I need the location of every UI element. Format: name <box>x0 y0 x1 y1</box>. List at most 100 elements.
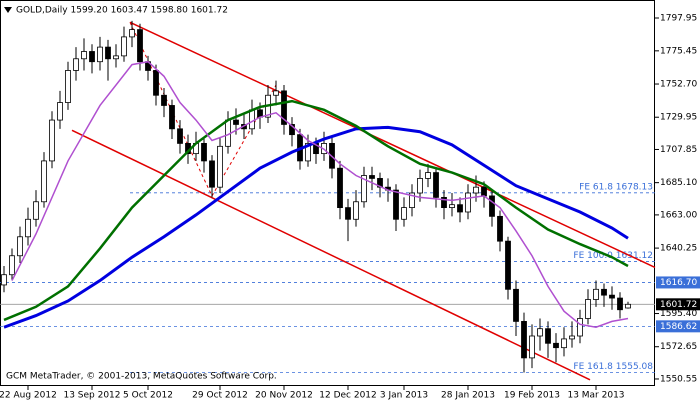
candle-body <box>425 172 431 179</box>
x-tick-label: 28 Jan 2013 <box>441 391 495 401</box>
x-tick-label: 19 Feb 2013 <box>504 391 560 401</box>
candle-body <box>177 128 183 144</box>
candle-body <box>289 124 295 136</box>
candle-body <box>201 143 207 162</box>
y-tick-label: 1663.00 <box>660 210 697 220</box>
price-mark-box <box>656 276 700 289</box>
price-mark-label: 1586.62 <box>660 322 697 332</box>
candle-body <box>505 240 511 290</box>
candle-body <box>457 204 463 213</box>
candle-body <box>169 105 175 130</box>
y-tick-label: 1640.25 <box>660 244 697 254</box>
candle-body <box>137 29 143 63</box>
candle-body <box>369 175 375 179</box>
candle-body <box>41 160 47 203</box>
candle-body <box>449 204 455 209</box>
y-tick-label: 1550.55 <box>660 374 697 384</box>
candle-body <box>121 36 127 57</box>
y-tick-label: 1729.95 <box>660 113 697 123</box>
candle-body <box>153 70 159 96</box>
x-tick-label: 3 Jan 2013 <box>380 391 428 401</box>
channel-line <box>71 129 591 381</box>
candle-body <box>345 207 351 220</box>
candle-body <box>409 192 415 209</box>
moving-average <box>11 60 629 329</box>
moving-average <box>3 125 629 329</box>
price-mark-box <box>656 298 700 311</box>
candle-body <box>353 201 359 220</box>
candle-body <box>569 335 575 340</box>
y-tick-label: 1707.85 <box>660 145 697 155</box>
candle-body <box>529 335 535 359</box>
fe-level-label: FE 100.0 1631.12 <box>573 251 653 261</box>
x-tick-label: 5 Oct 2012 <box>123 391 173 401</box>
candle-body <box>497 215 503 242</box>
candle-body <box>513 288 519 322</box>
candle-body <box>129 29 135 38</box>
candle-body <box>465 192 471 213</box>
candle-body <box>625 303 631 309</box>
x-tick-label: 13 Mar 2013 <box>567 391 624 401</box>
candle-body <box>545 328 551 344</box>
y-tick-label: 1595.40 <box>660 309 697 319</box>
candle-body <box>577 318 583 337</box>
candle-body <box>161 94 167 106</box>
candle-body <box>273 90 279 96</box>
candle-body <box>25 218 31 238</box>
y-tick-label: 1572.65 <box>660 342 697 352</box>
candle-body <box>233 119 239 125</box>
candle-body <box>609 294 615 299</box>
price-mark-box <box>656 320 700 333</box>
candle-body <box>65 70 71 103</box>
chart-footer: GCM MetaTrader, © 2001-2013, MetaQuotes … <box>6 372 277 382</box>
symbol-icon <box>4 7 12 13</box>
price-mark-label: 1601.72 <box>660 300 697 310</box>
candle-body <box>489 195 495 217</box>
candle-body <box>441 196 447 209</box>
x-tick-label: 22 Aug 2012 <box>0 391 57 401</box>
x-tick-label: 13 Sep 2012 <box>63 391 120 401</box>
candle-body <box>553 342 559 349</box>
candle-body <box>209 160 215 188</box>
moving-average <box>3 99 629 322</box>
candle-body <box>617 297 623 311</box>
candle-body <box>305 143 311 162</box>
candle-body <box>361 175 367 203</box>
candle-body <box>33 201 39 220</box>
candle-body <box>281 90 287 125</box>
y-tick-label: 1775.45 <box>660 46 697 56</box>
candle-body <box>105 46 111 60</box>
candle-body <box>49 119 55 162</box>
candle-body <box>89 51 95 63</box>
candle-body <box>249 109 255 130</box>
candle-body <box>585 299 591 319</box>
fe-level-label: FE 161.8 1555.08 <box>573 362 653 372</box>
channel-line <box>129 21 656 269</box>
candle-body <box>417 178 423 194</box>
candle-body <box>217 145 223 188</box>
y-tick-label: 1685.10 <box>660 178 697 188</box>
candle-body <box>601 288 607 296</box>
candle-body <box>521 321 527 359</box>
candle-body <box>81 51 87 60</box>
candle-body <box>113 55 119 60</box>
y-tick-label: 1797.95 <box>660 14 697 24</box>
candle-body <box>9 255 15 276</box>
fe-level-label: FE 61.8 1678.13 <box>579 182 653 192</box>
price-mark-label: 1616.70 <box>660 278 697 288</box>
y-tick-label: 1752.70 <box>660 80 697 90</box>
chart-header: GOLD,Daily 1599.20 1603.47 1598.80 1601.… <box>16 6 228 16</box>
candle-body <box>57 102 63 121</box>
candle-body <box>433 172 439 198</box>
x-tick-label: 12 Dec 2012 <box>319 391 377 401</box>
candle-body <box>561 338 567 349</box>
candle-body <box>481 186 487 197</box>
candle-body <box>537 328 543 337</box>
x-tick-label: 20 Nov 2012 <box>255 391 313 401</box>
candle-body <box>473 186 479 194</box>
candle-body <box>337 167 343 209</box>
candle-body <box>393 189 399 220</box>
candle-body <box>17 236 23 257</box>
